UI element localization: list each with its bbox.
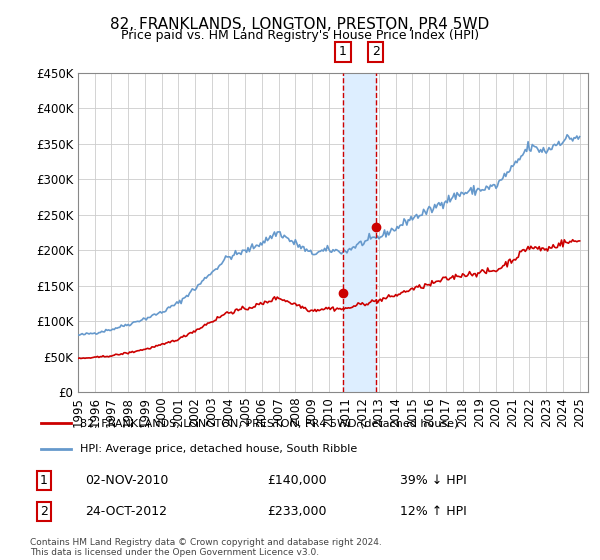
Text: 82, FRANKLANDS, LONGTON, PRESTON, PR4 5WD: 82, FRANKLANDS, LONGTON, PRESTON, PR4 5W… xyxy=(110,17,490,32)
Text: 2: 2 xyxy=(40,505,48,518)
Text: HPI: Average price, detached house, South Ribble: HPI: Average price, detached house, Sout… xyxy=(80,444,357,454)
Text: 1: 1 xyxy=(40,474,48,487)
Text: Price paid vs. HM Land Registry's House Price Index (HPI): Price paid vs. HM Land Registry's House … xyxy=(121,29,479,42)
Text: 39% ↓ HPI: 39% ↓ HPI xyxy=(400,474,467,487)
Text: £233,000: £233,000 xyxy=(268,505,327,518)
Text: 02-NOV-2010: 02-NOV-2010 xyxy=(85,474,169,487)
Text: 82, FRANKLANDS, LONGTON, PRESTON, PR4 5WD (detached house): 82, FRANKLANDS, LONGTON, PRESTON, PR4 5W… xyxy=(80,418,458,428)
Text: 1: 1 xyxy=(339,45,347,58)
Text: Contains HM Land Registry data © Crown copyright and database right 2024.
This d: Contains HM Land Registry data © Crown c… xyxy=(30,538,382,557)
Text: £140,000: £140,000 xyxy=(268,474,327,487)
Bar xyxy=(343,73,376,392)
Text: 24-OCT-2012: 24-OCT-2012 xyxy=(85,505,167,518)
Text: 12% ↑ HPI: 12% ↑ HPI xyxy=(400,505,467,518)
Text: 2: 2 xyxy=(372,45,380,58)
